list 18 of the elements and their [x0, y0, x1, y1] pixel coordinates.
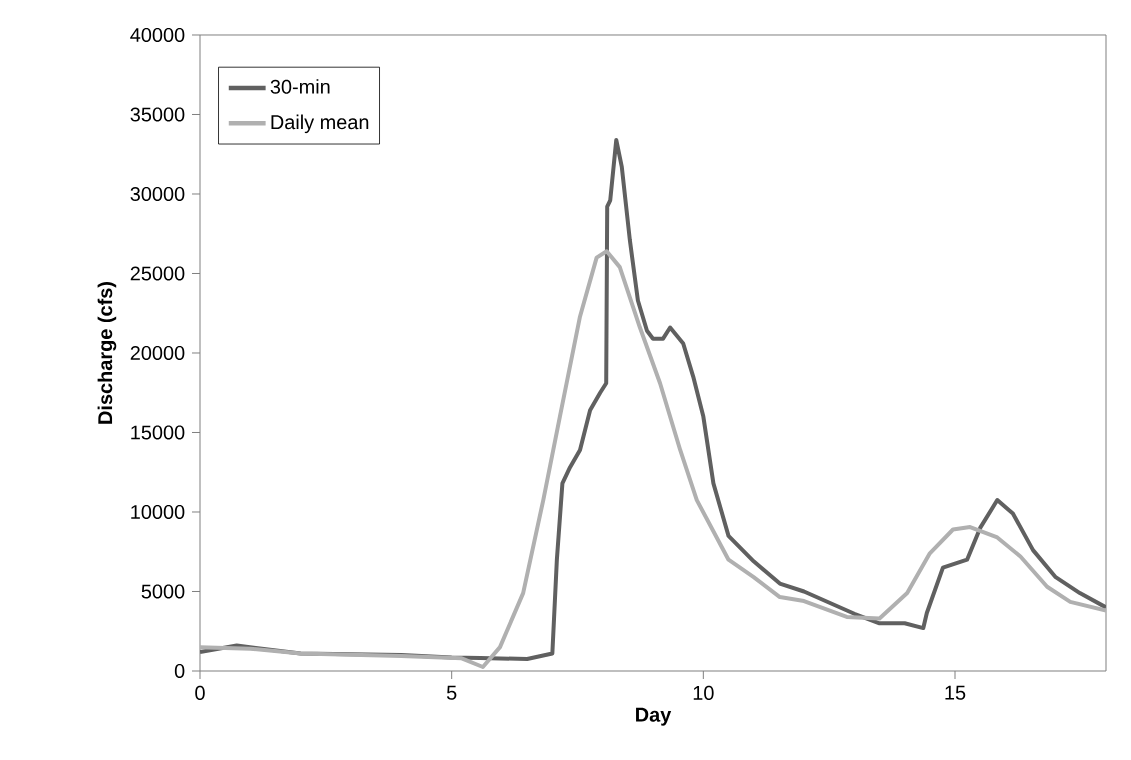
y-tick-label: 25000	[130, 266, 185, 281]
y-tick-label: 35000	[130, 107, 185, 122]
x-tick-label: 10	[693, 685, 714, 700]
x-tick-label: 15	[945, 685, 966, 700]
legend-label: Daily mean	[271, 114, 369, 134]
y-tick-label: 20000	[130, 345, 185, 361]
x-tick-label: 5	[446, 685, 457, 700]
y-tick-label: 30000	[130, 186, 185, 202]
y-tick-label: 0	[174, 663, 185, 679]
x-axis-title: Day	[636, 707, 672, 726]
x-tick-label: 0	[195, 685, 205, 700]
y-tick-label: 10000	[131, 504, 185, 520]
y-tick-label: 5000	[141, 584, 185, 599]
y-tick-label: 15000	[131, 425, 185, 440]
y-tick-label: 40000	[130, 27, 185, 43]
y-axis-title: Discharge (cfs)	[97, 282, 117, 424]
legend-label: 30-min	[270, 79, 330, 94]
line-series	[200, 249, 1107, 670]
